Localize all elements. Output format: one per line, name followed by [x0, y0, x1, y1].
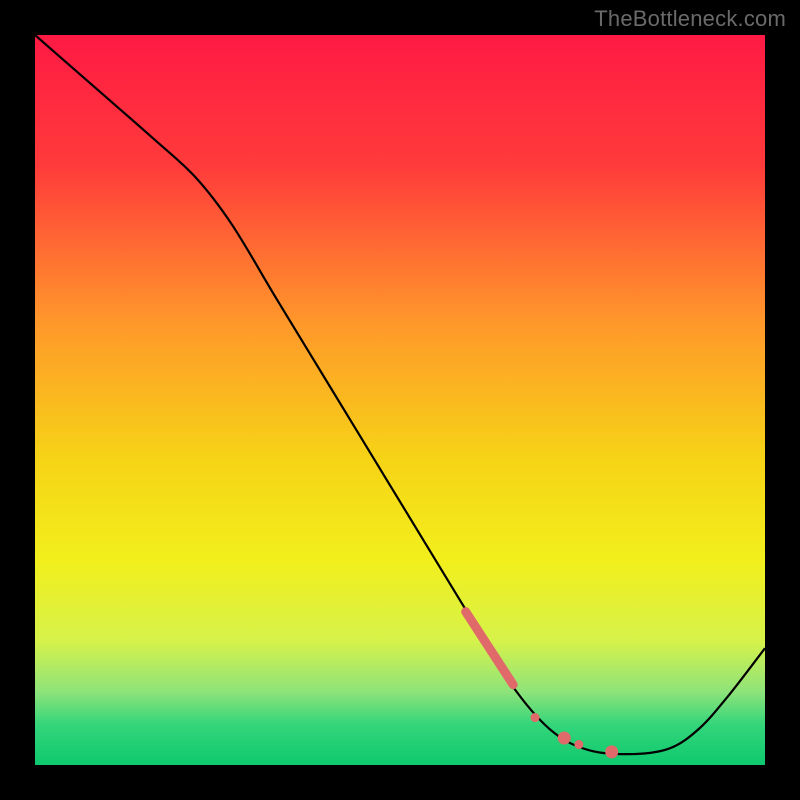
watermark-text: TheBottleneck.com — [594, 6, 786, 32]
chart-svg — [35, 35, 765, 765]
data-marker — [558, 731, 571, 744]
stage: TheBottleneck.com — [0, 0, 800, 800]
gradient-background — [35, 35, 765, 765]
data-marker — [605, 745, 618, 758]
plot-area — [35, 35, 765, 765]
data-marker — [531, 713, 540, 722]
data-marker — [574, 740, 583, 749]
